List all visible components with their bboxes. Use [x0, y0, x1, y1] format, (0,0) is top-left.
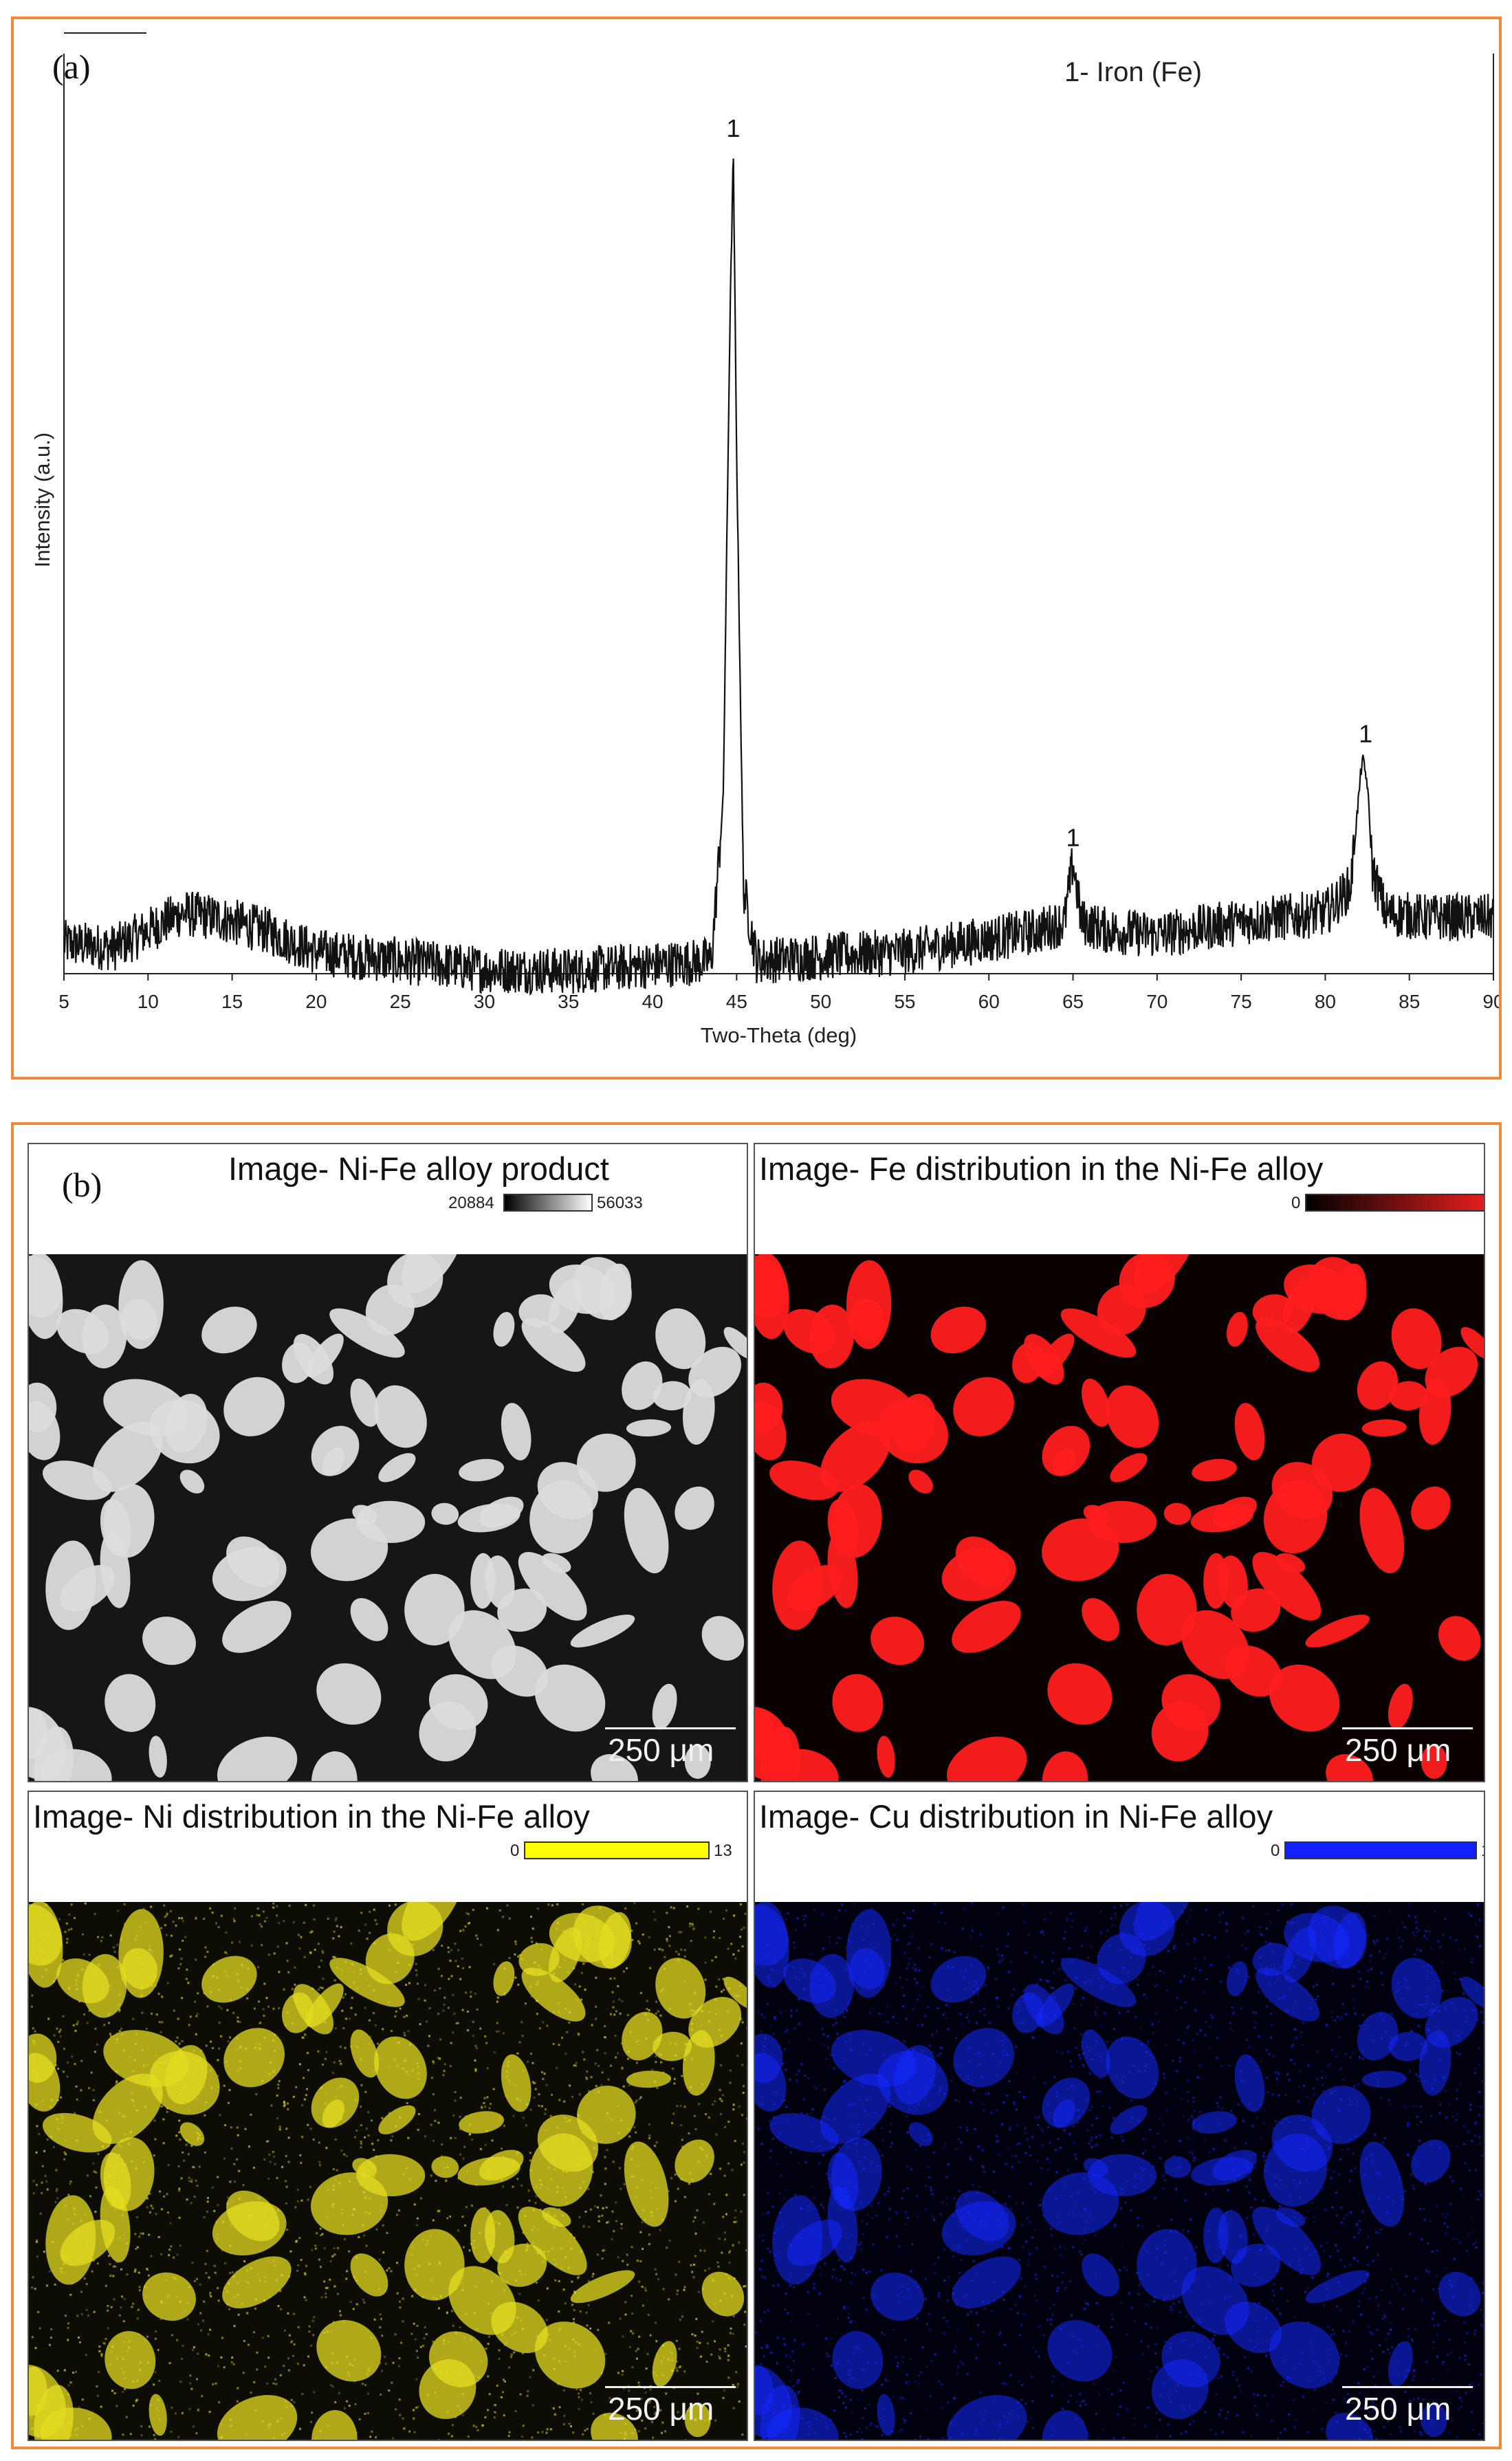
map-panel: Image- Ni-Fe alloy product 20884 56033 250 … [28, 1143, 748, 1782]
x-tick-label: 70 [1146, 991, 1168, 1012]
y-axis-label: Intensity (a.u.) [30, 433, 54, 567]
map-title: Image- Ni-Fe alloy product [228, 1150, 609, 1187]
x-tick-label: 60 [978, 991, 1000, 1012]
panel-b-letter: (b) [62, 1166, 102, 1204]
x-tick-label: 85 [1399, 991, 1420, 1012]
colorbar [1284, 1841, 1477, 1859]
xrd-chart: 5 10 15 20 25 30 35 40 45 50 55 60 65 70 75 80 85 90 1 11 … [30, 32, 1499, 1047]
colorbar [1305, 1194, 1484, 1212]
colorbar [503, 1194, 593, 1212]
scalebar-label: 250 μm [1345, 1732, 1451, 1768]
x-tick-label: 55 [894, 991, 915, 1012]
x-tick-label: 25 [390, 991, 411, 1012]
x-axis-label: Two-Theta (deg) [701, 1023, 857, 1047]
colorbar-min-label: 0 [1291, 1194, 1301, 1212]
map-image [755, 1254, 1484, 1781]
colorbar-max-label: 14 [1481, 1841, 1484, 1861]
peak-label: 1 [1066, 823, 1080, 851]
xrd-series-line [63, 158, 1495, 996]
mapping-panel: Image- Ni-Fe alloy product 20884 56033 250 … [11, 1122, 1502, 2449]
x-tick-label: 45 [726, 991, 747, 1012]
colorbar-min-label: 20884 [448, 1194, 494, 1212]
map-title: Image- Ni distribution in the Ni-Fe allo… [33, 1798, 590, 1835]
x-tick-label: 20 [305, 991, 327, 1012]
scalebar [605, 2386, 736, 2388]
axis-frame [63, 54, 1494, 974]
x-tick-label: 80 [1315, 991, 1336, 1012]
x-tick-label: 75 [1231, 991, 1252, 1012]
peak-label: 1 [1359, 720, 1372, 748]
scalebar [605, 1727, 736, 1729]
scalebar-label: 250 μm [608, 2391, 714, 2427]
map-title: Image- Cu distribution in Ni-Fe alloy [759, 1798, 1273, 1835]
map-image [29, 1902, 747, 2440]
x-tick-label: 5 [58, 991, 69, 1012]
map-panel: Image- Cu distribution in Ni-Fe alloy 0 14… [754, 1791, 1485, 2441]
colorbar-max-label: 13 [714, 1841, 732, 1860]
x-tick-label: 10 [138, 991, 159, 1012]
scalebar [1342, 2386, 1473, 2388]
colorbar-max-label: 56033 [597, 1194, 643, 1212]
legend-text: 1- Iron (Fe) [1064, 57, 1202, 87]
scalebar [1342, 1727, 1473, 1729]
peak-label: 1 [726, 114, 740, 142]
x-tick-label: 50 [810, 991, 831, 1012]
x-tick-label: 90 [1482, 991, 1499, 1012]
xrd-panel: (a) 5 10 15 20 25 30 35 40 45 50 55 60 65 70 75 80 85 90 … [11, 17, 1502, 1080]
map-panel: Image- Fe distribution in the Ni-Fe allo… [754, 1143, 1485, 1782]
scalebar-label: 250 μm [1345, 2391, 1451, 2427]
colorbar-min-label: 0 [1271, 1841, 1280, 1860]
map-title: Image- Fe distribution in the Ni-Fe allo… [759, 1150, 1324, 1187]
scalebar-label: 250 μm [608, 1732, 714, 1768]
x-tick-label: 15 [221, 991, 243, 1012]
x-tick-label: 35 [558, 991, 579, 1012]
x-tick-label: 30 [474, 991, 495, 1012]
x-tick-label: 65 [1062, 991, 1084, 1012]
xrd-axes: 5 10 15 20 25 30 35 40 45 50 55 60 65 70 75 80 85 90 [58, 32, 1499, 1012]
colorbar-min-label: 0 [510, 1841, 520, 1860]
colorbar [524, 1841, 710, 1859]
map-image [755, 1902, 1484, 2440]
map-image [29, 1254, 747, 1781]
map-panel: Image- Ni distribution in the Ni-Fe allo… [28, 1791, 748, 2441]
x-tick-label: 40 [642, 991, 663, 1012]
panel-a-letter: (a) [52, 47, 91, 86]
xrd-peak-labels: 1 1 1 [726, 114, 1372, 852]
